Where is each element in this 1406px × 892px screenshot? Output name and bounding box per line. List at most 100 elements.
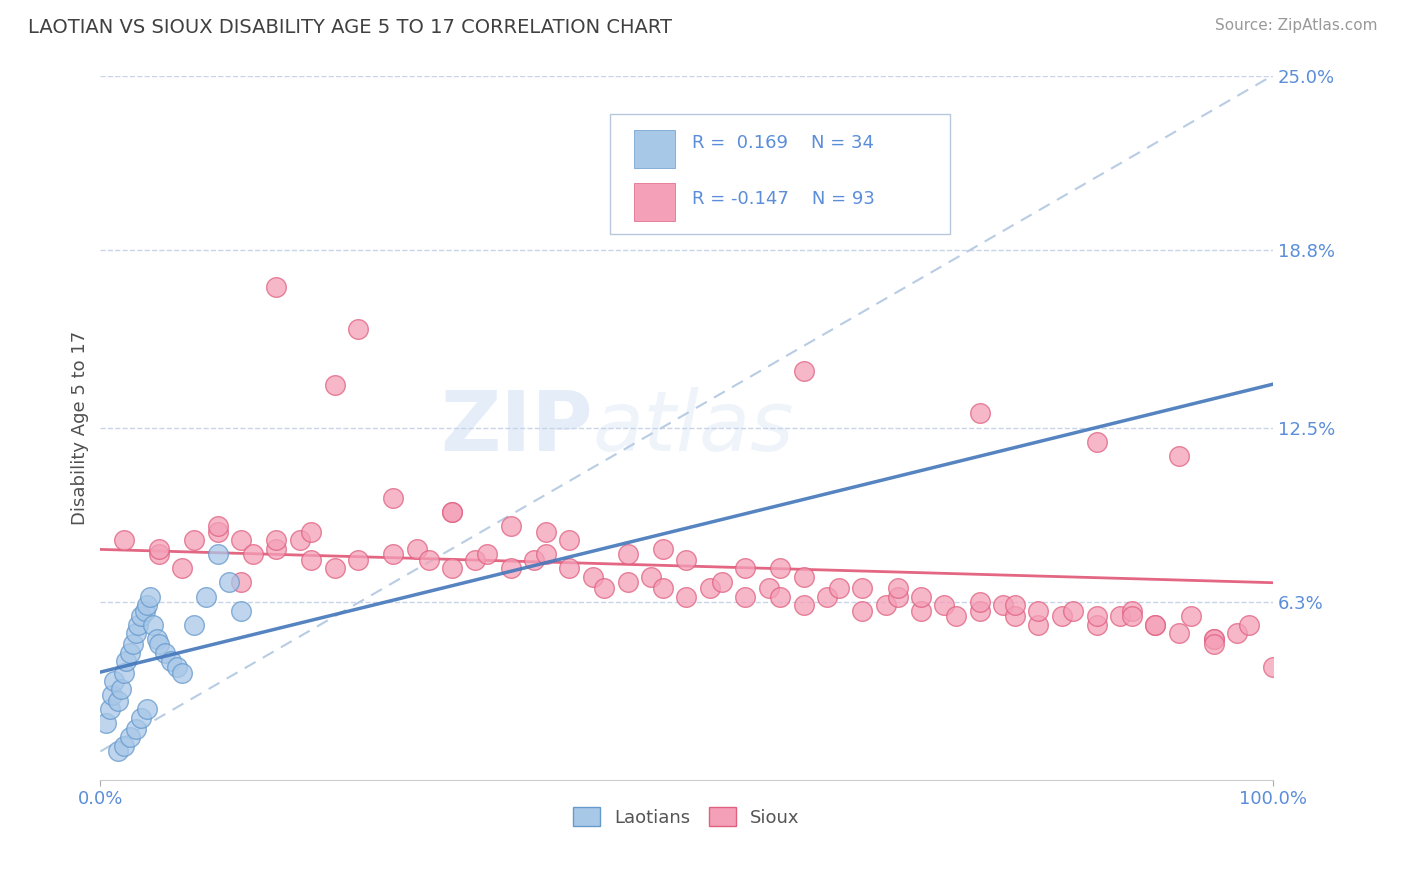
Point [477,547,499,561]
Point [617,547,640,561]
Point [122,637,145,651]
FancyBboxPatch shape [634,129,675,169]
FancyBboxPatch shape [634,183,675,221]
Point [710,575,733,590]
Point [969,595,991,609]
Point [910,604,932,618]
Point [153,646,176,660]
Point [1026,617,1049,632]
Point [1085,609,1108,624]
Point [769,561,792,575]
Point [875,598,897,612]
Point [172,665,194,680]
Point [148,547,170,561]
Point [134,604,156,618]
Point [969,407,991,421]
Point [159,654,181,668]
Point [148,637,170,651]
Point [441,505,464,519]
Point [101,688,124,702]
Point [98,702,121,716]
Point [1144,617,1167,632]
Point [441,505,464,519]
Point [734,590,756,604]
Point [127,617,149,632]
Point [1062,604,1084,618]
Point [264,533,287,548]
Point [652,581,675,595]
Point [991,598,1014,612]
Point [851,604,873,618]
Point [118,646,141,660]
Point [194,590,217,604]
Point [229,533,252,548]
Point [675,590,697,604]
Point [382,547,405,561]
Point [145,632,167,646]
Text: LAOTIAN VS SIOUX DISABILITY AGE 5 TO 17 CORRELATION CHART: LAOTIAN VS SIOUX DISABILITY AGE 5 TO 17 … [28,18,672,37]
Point [828,581,851,595]
Point [558,533,581,548]
Point [207,519,229,533]
Point [593,581,616,595]
Point [264,541,287,556]
FancyBboxPatch shape [610,114,950,234]
Point [1180,609,1202,624]
Point [793,598,815,612]
Point [172,561,194,575]
Point [103,673,125,688]
Point [299,524,322,539]
Point [112,665,135,680]
Point [218,575,240,590]
Point [1226,626,1249,640]
Point [229,575,252,590]
Point [734,561,756,575]
Point [640,570,662,584]
Point [1167,626,1189,640]
Point [523,553,546,567]
Point [499,519,522,533]
Point [675,553,697,567]
Point [886,590,908,604]
Point [148,541,170,556]
Point [115,654,138,668]
Text: ZIP: ZIP [440,387,593,468]
Point [131,609,153,624]
Text: Source: ZipAtlas.com: Source: ZipAtlas.com [1215,18,1378,33]
Point [183,617,205,632]
Point [124,626,146,640]
Point [107,694,129,708]
Point [793,364,815,378]
Point [112,533,135,548]
Point [1085,434,1108,449]
Point [107,744,129,758]
Point [945,609,967,624]
Point [1261,660,1284,674]
Point [183,533,205,548]
Point [969,604,991,618]
Legend: Laotians, Sioux: Laotians, Sioux [565,800,807,834]
Point [499,561,522,575]
Point [886,581,908,595]
Point [229,604,252,618]
Point [769,590,792,604]
Point [264,279,287,293]
Point [207,524,229,539]
Point [418,553,440,567]
Point [582,570,605,584]
Point [910,590,932,604]
Point [1050,609,1073,624]
Point [1202,632,1225,646]
Point [138,590,160,604]
Point [758,581,780,595]
Point [347,322,370,336]
Text: R =  0.169    N = 34: R = 0.169 N = 34 [692,134,875,152]
Point [558,561,581,575]
Point [136,598,159,612]
Text: atlas: atlas [593,387,794,468]
Point [242,547,264,561]
Point [288,533,311,548]
Point [1026,604,1049,618]
Point [382,491,405,505]
Point [1085,617,1108,632]
